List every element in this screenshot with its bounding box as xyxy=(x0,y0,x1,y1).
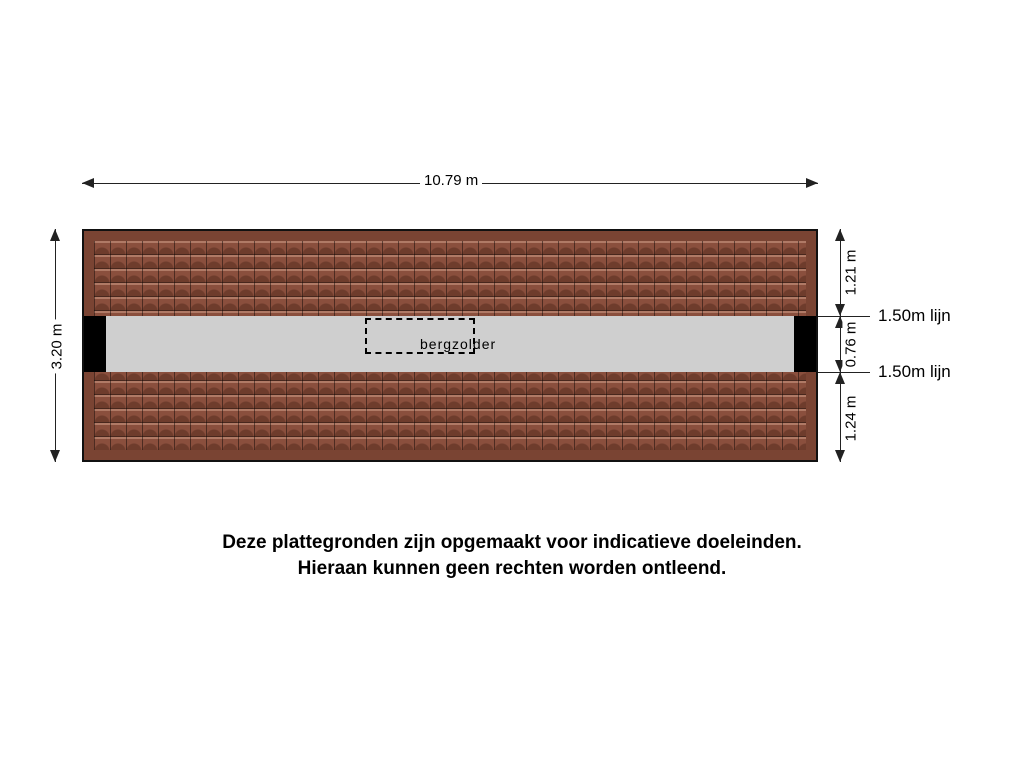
dim-arrow-right-top-up xyxy=(835,229,845,241)
disclaimer-caption: Deze plattegronden zijn opgemaakt voor i… xyxy=(0,530,1024,581)
dim-arrow-top-left xyxy=(82,178,94,188)
dim-arrow-right-bot-up xyxy=(835,372,845,384)
dim-label-right-top: 1.21 m xyxy=(842,246,859,300)
floorplan-canvas: 10.79 m 3.20 m bergzolder 1.21 m 0.76 m … xyxy=(0,0,1024,768)
dim-label-left-height: 3.20 m xyxy=(48,320,65,374)
dim-line-right-seg-bot xyxy=(840,372,841,462)
dim-arrow-top-right xyxy=(806,178,818,188)
caption-line-2: Hieraan kunnen geen rechten worden ontle… xyxy=(298,558,727,579)
leader-lower-label: 1.50m lijn xyxy=(878,362,951,382)
dim-label-right-bot: 1.24 m xyxy=(842,392,859,446)
room-label-bergzolder: bergzolder xyxy=(420,336,496,352)
leader-lower-line xyxy=(818,372,870,373)
dim-label-top-width: 10.79 m xyxy=(420,172,482,189)
leader-upper-label: 1.50m lijn xyxy=(878,306,951,326)
dim-arrow-right-bot-down xyxy=(835,450,845,462)
dim-arrow-right-top-down xyxy=(835,304,845,316)
dim-arrow-left-down xyxy=(50,450,60,462)
leader-upper-line xyxy=(818,316,870,317)
dim-arrow-left-up xyxy=(50,229,60,241)
caption-line-1: Deze plattegronden zijn opgemaakt voor i… xyxy=(222,532,802,553)
dim-label-right-mid: 0.76 m xyxy=(842,318,859,372)
dim-line-right-seg-top xyxy=(840,229,841,316)
